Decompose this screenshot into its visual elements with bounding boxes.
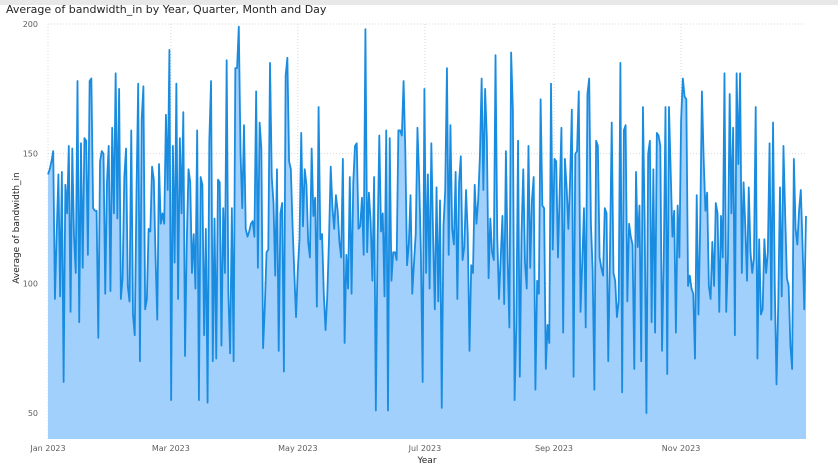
y-tick-label: 150	[23, 150, 38, 159]
x-tick-label: Sep 2023	[535, 444, 573, 453]
x-tick-label: May 2023	[278, 444, 317, 453]
y-axis-ticks: 50 100 150 200	[23, 20, 38, 418]
top-border	[0, 0, 838, 5]
x-tick-label: Jan 2023	[29, 444, 65, 453]
y-tick-label: 100	[23, 279, 38, 288]
y-tick-label: 200	[23, 20, 38, 29]
y-tick-label: 50	[28, 409, 38, 418]
series-line	[47, 25, 807, 414]
x-tick-label: Jul 2023	[408, 444, 442, 453]
x-tick-label: Nov 2023	[662, 444, 701, 453]
x-tick-label: Mar 2023	[152, 444, 190, 453]
plot-area	[47, 25, 807, 440]
chart-title: Average of bandwidth_in by Year, Quarter…	[6, 3, 327, 16]
x-axis-ticks: Jan 2023 Mar 2023 May 2023 Jul 2023 Sep 2023…	[29, 444, 700, 453]
y-axis-title: Average of bandwidth_in	[12, 172, 22, 284]
x-axis-title: Year	[416, 456, 436, 466]
